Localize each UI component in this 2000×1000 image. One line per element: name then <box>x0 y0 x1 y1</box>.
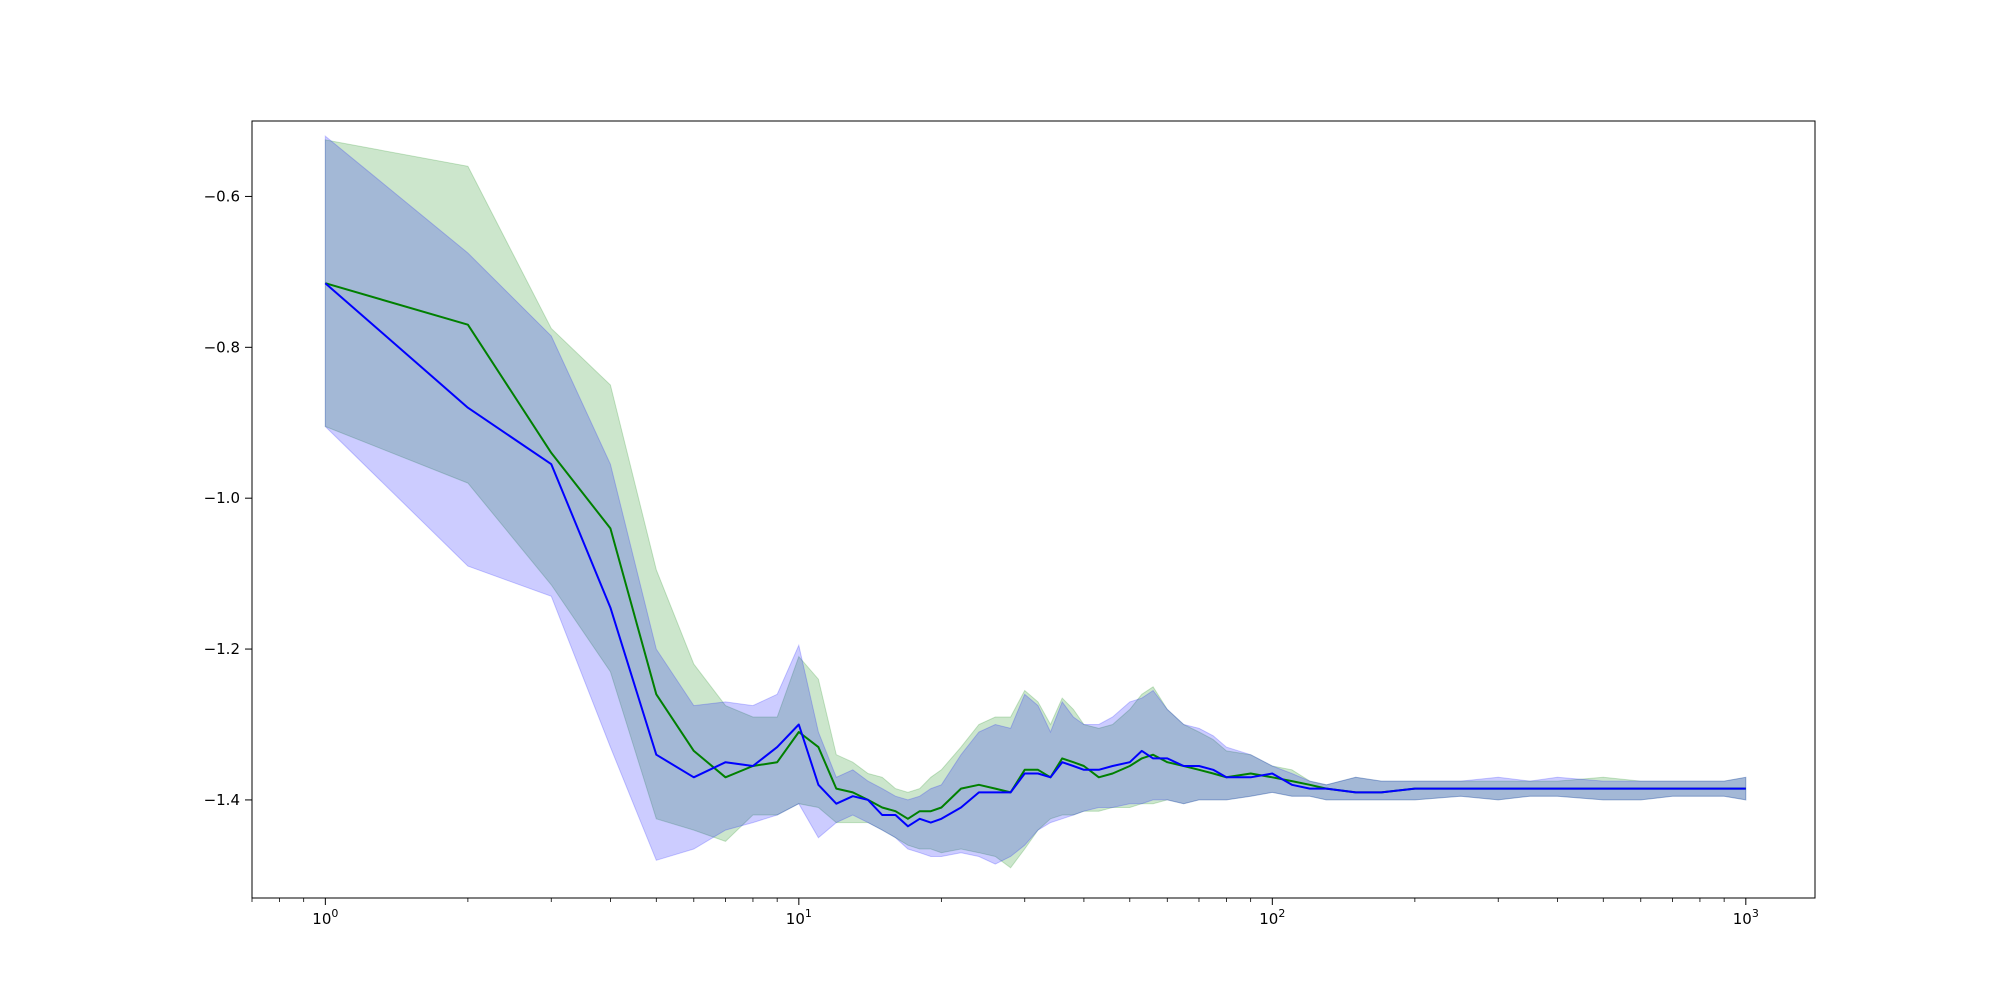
y-tick-label: −0.6 <box>204 187 240 205</box>
y-tick-label: −1.2 <box>204 640 240 658</box>
series-lines <box>324 282 1746 828</box>
x-axis: 100 101 102 103 <box>251 898 1759 928</box>
plot-frame <box>251 120 1816 899</box>
x-tick-label: 101 <box>786 907 812 928</box>
y-tick-label: −1.4 <box>204 791 240 809</box>
y-tick-label: −1.0 <box>204 489 240 507</box>
y-tick-label: −0.8 <box>204 338 240 356</box>
x-tick-label: 103 <box>1733 907 1759 928</box>
x-tick-label: 102 <box>1259 907 1285 928</box>
x-tick-label: 100 <box>312 907 338 928</box>
series-1-band <box>324 139 1747 869</box>
y-axis: −0.6 −0.8 −1.0 −1.2 −1.4 <box>204 187 252 809</box>
confidence-bands <box>324 135 1747 869</box>
series-2-line <box>324 282 1746 828</box>
series-2-band <box>324 135 1747 865</box>
